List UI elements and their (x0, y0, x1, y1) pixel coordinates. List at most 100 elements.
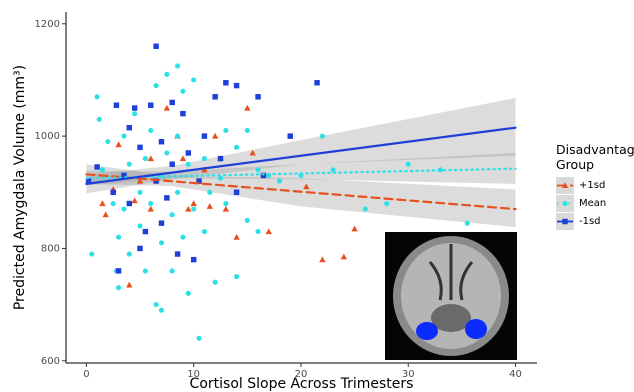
legend-label: Mean (579, 196, 606, 211)
point (148, 201, 153, 206)
point (175, 190, 180, 195)
y-tick-label: 800 (41, 243, 60, 254)
legend-item: -1sd (556, 212, 634, 230)
point (132, 111, 137, 116)
point (234, 190, 239, 195)
legend-title: Disadvantage Group (556, 142, 634, 172)
point (137, 190, 142, 195)
point (137, 246, 142, 251)
point (185, 206, 191, 212)
point (190, 200, 196, 206)
point (202, 229, 207, 234)
point (180, 235, 185, 240)
point (175, 63, 180, 68)
point (186, 162, 191, 167)
point (341, 254, 347, 260)
point (245, 218, 250, 223)
point (159, 139, 164, 144)
point (266, 228, 272, 234)
point (114, 103, 119, 108)
point (170, 268, 175, 273)
point (196, 336, 201, 341)
point (233, 234, 239, 240)
point (148, 103, 153, 108)
point (131, 197, 137, 203)
point (234, 145, 239, 150)
point (169, 100, 174, 105)
point (148, 206, 154, 212)
point (191, 207, 196, 212)
point (212, 94, 217, 99)
point (175, 134, 180, 139)
point (111, 201, 116, 206)
x-tick-label: 40 (509, 369, 522, 380)
point (159, 240, 164, 245)
point (100, 167, 105, 172)
point (170, 212, 175, 217)
x-axis-title: Cortisol Slope Across Trimesters (190, 376, 414, 392)
point (384, 201, 389, 206)
point (234, 83, 239, 88)
y-tick-label: 1200 (35, 19, 60, 30)
point (143, 229, 148, 234)
point (319, 256, 325, 262)
point (180, 155, 186, 161)
page: {"chart_data": {"type": "scatter", "xlab… (0, 0, 634, 392)
point (465, 221, 470, 226)
point (351, 226, 357, 232)
point (277, 178, 282, 183)
point (143, 156, 148, 161)
point (99, 200, 105, 206)
point (244, 105, 250, 111)
y-tick-label: 600 (41, 356, 60, 367)
point (180, 111, 185, 116)
point (363, 207, 368, 212)
point (127, 201, 132, 206)
point (218, 156, 223, 161)
point (320, 134, 325, 139)
legend-items: +1sd Mean -1sd (556, 176, 634, 230)
point (164, 72, 169, 77)
point (223, 206, 229, 212)
point (105, 139, 110, 144)
point (245, 128, 250, 133)
point (331, 167, 336, 172)
point (159, 220, 164, 225)
point (97, 117, 102, 122)
point (191, 257, 196, 262)
legend-key (556, 177, 574, 194)
point (148, 128, 153, 133)
legend-key (556, 195, 574, 212)
point (94, 164, 99, 169)
legend-key (556, 213, 574, 230)
point (562, 218, 567, 223)
point (137, 145, 142, 150)
point (110, 190, 115, 195)
point (314, 80, 319, 85)
point (132, 105, 137, 110)
point (207, 203, 213, 209)
point (186, 291, 191, 296)
point (148, 155, 154, 161)
point (153, 44, 158, 49)
point (234, 274, 239, 279)
point (127, 162, 132, 167)
point (255, 94, 260, 99)
x-tick-label: 0 (83, 369, 89, 380)
point (121, 207, 126, 212)
point (175, 251, 180, 256)
point (116, 268, 121, 273)
y-axis-title: Predicted Amygdala Volume (mm³) (12, 65, 28, 310)
point (126, 282, 132, 288)
point (202, 156, 207, 161)
point (102, 212, 108, 218)
point (255, 167, 260, 172)
legend-label: +1sd (579, 178, 605, 193)
point (164, 105, 170, 111)
legend-label: -1sd (579, 214, 601, 229)
chart: 60080010001200010203040Cortisol Slope Ac… (0, 0, 634, 392)
point (562, 200, 567, 205)
point (95, 94, 100, 99)
point (202, 133, 207, 138)
point (89, 251, 94, 256)
